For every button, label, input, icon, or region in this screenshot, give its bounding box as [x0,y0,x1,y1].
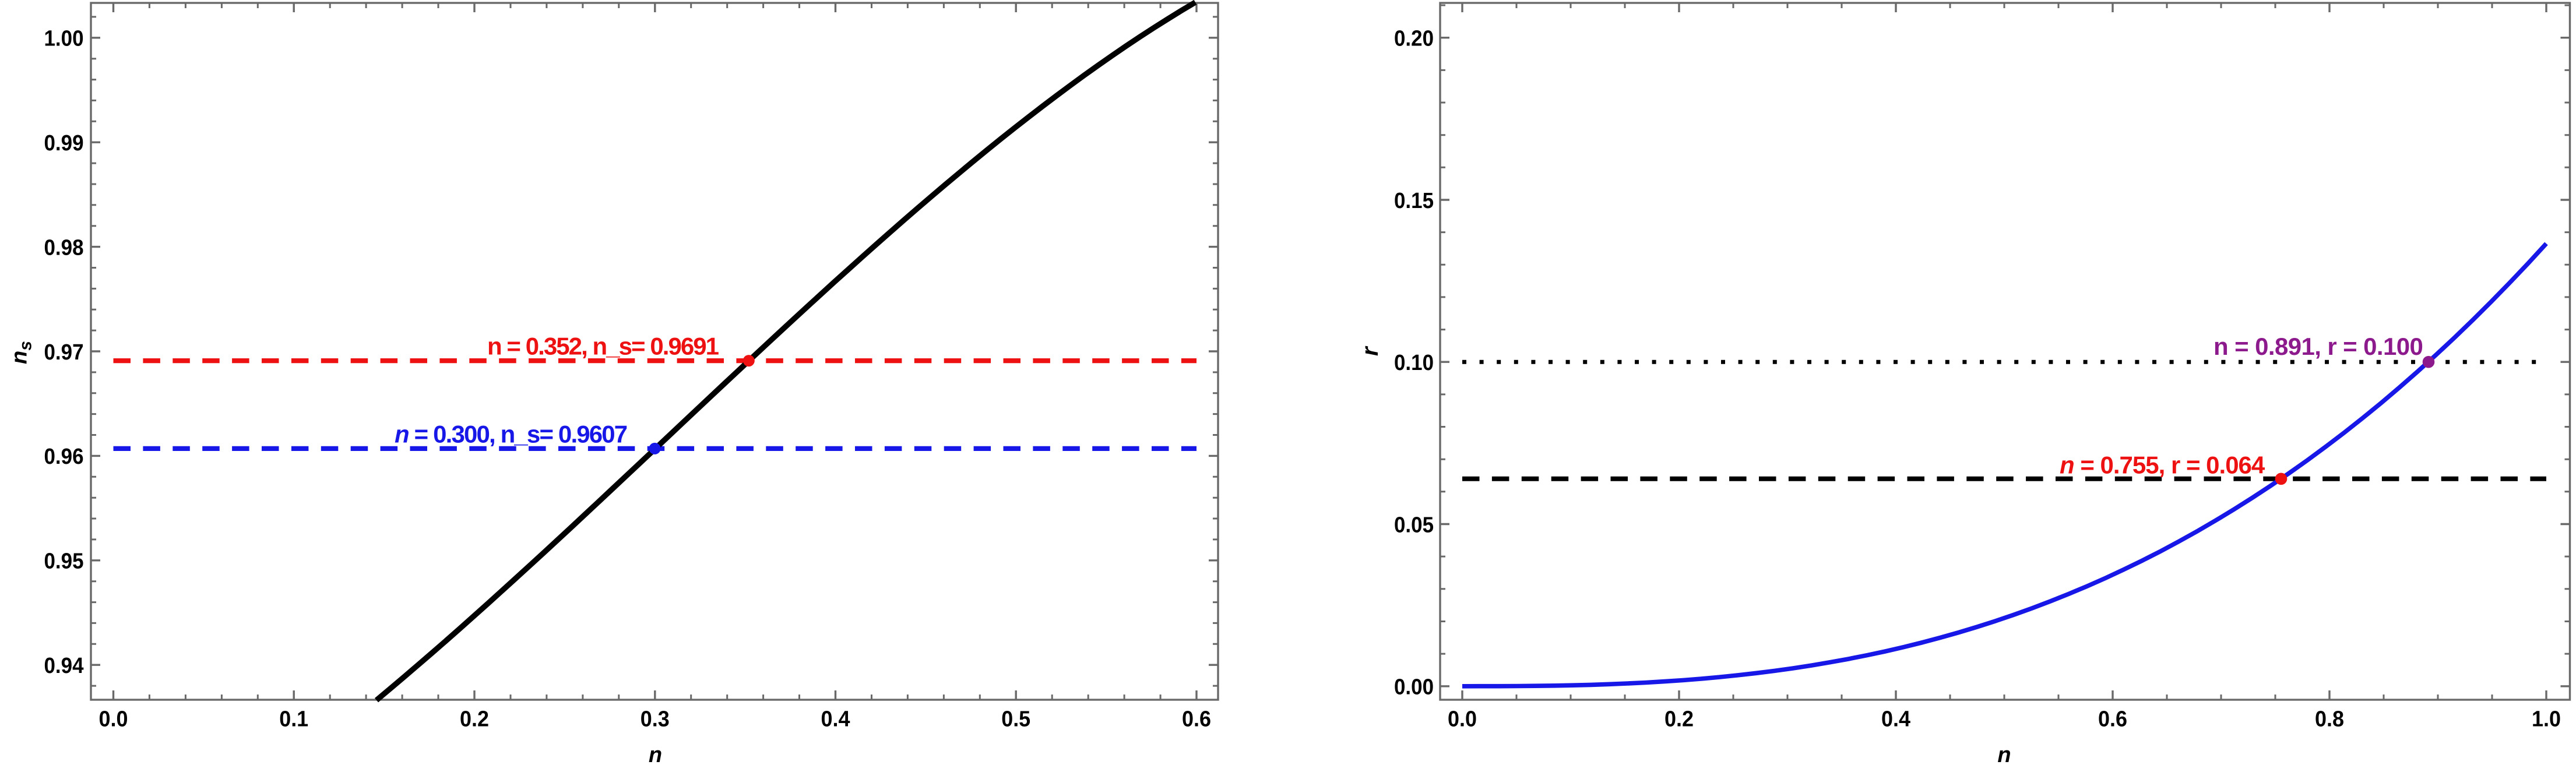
svg-text:1.0: 1.0 [2532,707,2561,732]
svg-text:0.98: 0.98 [44,235,84,260]
svg-text:0.99: 0.99 [44,131,84,156]
svg-text:0.15: 0.15 [1394,189,1434,213]
svg-text:0.97: 0.97 [44,340,84,365]
svg-text:0.20: 0.20 [1394,27,1434,51]
svg-text:0.5: 0.5 [1001,707,1030,732]
svg-text:ns: ns [8,341,36,364]
svg-text:0.3: 0.3 [641,707,670,732]
svg-text:0.8: 0.8 [2315,707,2344,732]
svg-text:0.0: 0.0 [1448,707,1477,732]
svg-text:0.2: 0.2 [460,707,489,732]
svg-text:0.6: 0.6 [2098,707,2127,732]
svg-text:0.94: 0.94 [44,654,84,678]
svg-text:1.00: 1.00 [44,27,84,51]
svg-text:0.05: 0.05 [1394,513,1434,537]
svg-text:0.10: 0.10 [1394,351,1434,375]
svg-text:0.4: 0.4 [821,707,850,732]
svg-text:0.6: 0.6 [1182,707,1211,732]
svg-text:0.96: 0.96 [44,445,84,469]
svg-text:0.2: 0.2 [1664,707,1694,732]
svg-text:0.95: 0.95 [44,549,84,574]
svg-text:0.4: 0.4 [1881,707,1910,732]
svg-text:0.00: 0.00 [1394,675,1434,700]
svg-text:n = 0.300, n_s= 0.9607: n = 0.300, n_s= 0.9607 [395,421,627,448]
svg-text:n: n [1997,743,2011,767]
svg-text:r: r [1357,346,1383,356]
svg-text:n: n [649,743,662,767]
svg-text:n = 0.891, r = 0.100: n = 0.891, r = 0.100 [2213,333,2423,360]
svg-text:n = 0.352, n_s= 0.9691: n = 0.352, n_s= 0.9691 [487,333,719,360]
svg-text:n = 0.755, r = 0.064: n = 0.755, r = 0.064 [2060,452,2265,479]
svg-text:0.1: 0.1 [279,707,308,732]
svg-text:0.0: 0.0 [99,707,128,732]
